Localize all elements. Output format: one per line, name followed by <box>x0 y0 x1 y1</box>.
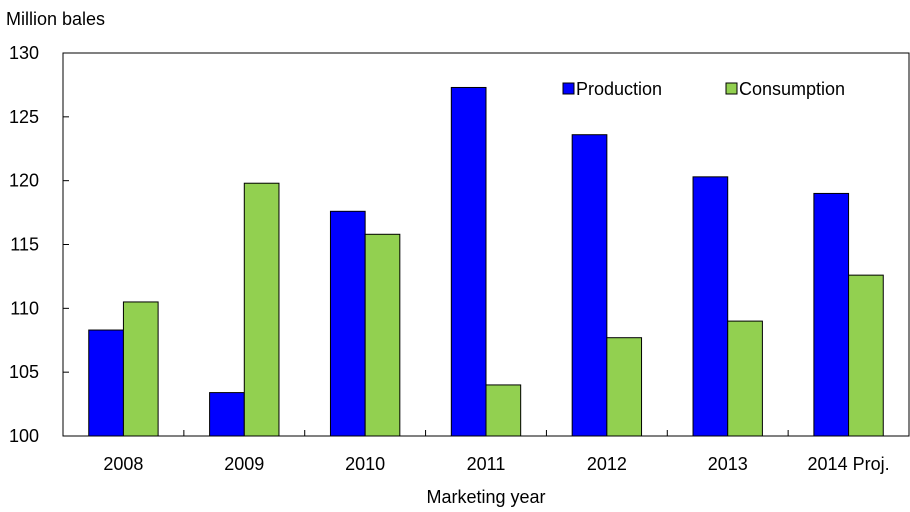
x-tick-label: 2012 <box>587 454 627 474</box>
x-axis: 2008 2009 2010 2011 2012 2013 2014 Proj. <box>103 430 890 474</box>
y-tick-label: 120 <box>9 171 39 191</box>
bar-consumption-2008 <box>122 301 159 437</box>
y-tick-label: 110 <box>10 298 39 318</box>
x-tick-label: 2010 <box>345 454 385 474</box>
bar-consumption-2010 <box>364 233 401 437</box>
x-tick-label: 2009 <box>224 454 264 474</box>
x-axis-title: Marketing year <box>426 487 545 507</box>
legend-swatch-consumption <box>725 82 738 95</box>
y-axis-title: Million bales <box>6 9 105 29</box>
legend-label-consumption: Consumption <box>739 79 845 99</box>
bar-production-2008 <box>88 329 124 437</box>
y-axis: 100 105 110 115 120 125 130 <box>9 43 69 446</box>
bar-production-2009 <box>209 392 245 437</box>
y-tick-label: 130 <box>9 43 39 63</box>
bar-production-2013 <box>692 176 729 437</box>
y-tick-label: 125 <box>9 107 39 127</box>
y-tick-label: 100 <box>9 426 39 446</box>
x-tick-label: 2013 <box>708 454 748 474</box>
bar-consumption-2009 <box>243 182 280 437</box>
bar-consumption-2013 <box>727 320 763 437</box>
bar-production-2010 <box>329 210 366 437</box>
bar-production-2014 <box>813 192 850 437</box>
x-tick-label: 2011 <box>467 454 506 474</box>
bar-consumption-2014 <box>848 274 884 437</box>
y-tick-label: 105 <box>9 362 39 382</box>
y-tick-label: 115 <box>10 235 39 255</box>
legend-label-production: Production <box>576 79 662 99</box>
bar-production-2011 <box>450 86 487 437</box>
x-tick-label: 2008 <box>103 454 143 474</box>
bar-consumption-2012 <box>606 337 643 437</box>
bar-consumption-2011 <box>485 384 522 437</box>
bar-production-2012 <box>571 134 608 437</box>
legend-swatch-production <box>562 82 575 95</box>
legend: Production Consumption <box>562 79 845 99</box>
x-tick-label: 2014 Proj. <box>808 454 890 474</box>
bars <box>88 86 884 437</box>
